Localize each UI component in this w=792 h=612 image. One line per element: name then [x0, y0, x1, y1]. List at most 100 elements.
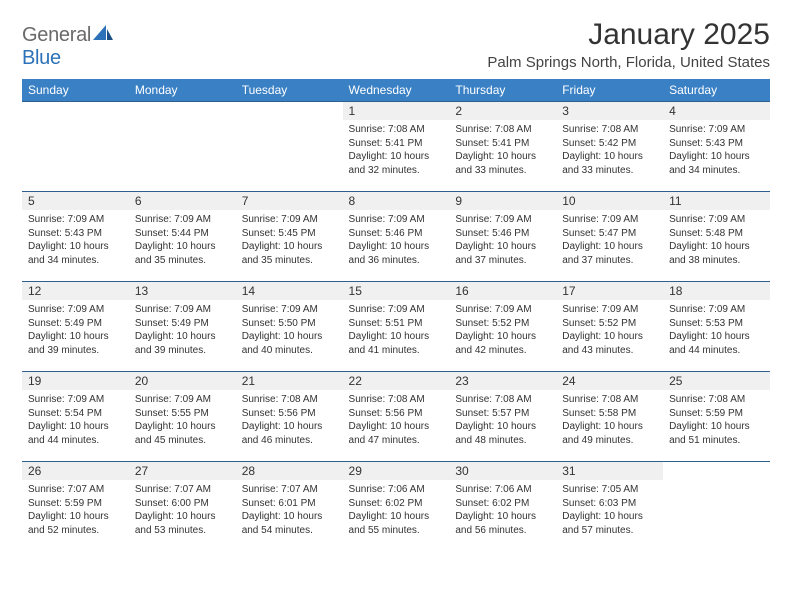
calendar-day-cell — [663, 462, 770, 552]
day-body: Sunrise: 7:09 AMSunset: 5:49 PMDaylight:… — [22, 300, 129, 360]
day-number: 19 — [22, 372, 129, 390]
dayname-cell: Friday — [556, 79, 663, 102]
day-number: 17 — [556, 282, 663, 300]
page-title: January 2025 — [487, 18, 770, 52]
calendar-day-cell: 26Sunrise: 7:07 AMSunset: 5:59 PMDayligh… — [22, 462, 129, 552]
calendar-day-cell: 13Sunrise: 7:09 AMSunset: 5:49 PMDayligh… — [129, 282, 236, 372]
calendar-day-cell: 4Sunrise: 7:09 AMSunset: 5:43 PMDaylight… — [663, 102, 770, 192]
calendar-day-cell: 25Sunrise: 7:08 AMSunset: 5:59 PMDayligh… — [663, 372, 770, 462]
day-number: 12 — [22, 282, 129, 300]
day-body: Sunrise: 7:09 AMSunset: 5:55 PMDaylight:… — [129, 390, 236, 450]
calendar-table: SundayMondayTuesdayWednesdayThursdayFrid… — [22, 79, 770, 552]
day-number: 15 — [343, 282, 450, 300]
calendar-day-cell: 2Sunrise: 7:08 AMSunset: 5:41 PMDaylight… — [449, 102, 556, 192]
dayname-cell: Thursday — [449, 79, 556, 102]
calendar-day-cell: 8Sunrise: 7:09 AMSunset: 5:46 PMDaylight… — [343, 192, 450, 282]
day-number: 2 — [449, 102, 556, 120]
calendar-week-row: 26Sunrise: 7:07 AMSunset: 5:59 PMDayligh… — [22, 462, 770, 552]
calendar-week-row: 5Sunrise: 7:09 AMSunset: 5:43 PMDaylight… — [22, 192, 770, 282]
logo: General Blue — [22, 24, 113, 70]
day-body: Sunrise: 7:07 AMSunset: 5:59 PMDaylight:… — [22, 480, 129, 540]
calendar-day-cell: 31Sunrise: 7:05 AMSunset: 6:03 PMDayligh… — [556, 462, 663, 552]
logo-text-general: General — [22, 24, 91, 46]
day-number: 1 — [343, 102, 450, 120]
calendar-day-cell: 11Sunrise: 7:09 AMSunset: 5:48 PMDayligh… — [663, 192, 770, 282]
day-number: 3 — [556, 102, 663, 120]
day-number: 4 — [663, 102, 770, 120]
calendar-day-cell: 5Sunrise: 7:09 AMSunset: 5:43 PMDaylight… — [22, 192, 129, 282]
day-number: 23 — [449, 372, 556, 390]
calendar-day-cell: 3Sunrise: 7:08 AMSunset: 5:42 PMDaylight… — [556, 102, 663, 192]
day-body: Sunrise: 7:09 AMSunset: 5:45 PMDaylight:… — [236, 210, 343, 270]
day-body: Sunrise: 7:08 AMSunset: 5:41 PMDaylight:… — [343, 120, 450, 180]
day-body: Sunrise: 7:08 AMSunset: 5:58 PMDaylight:… — [556, 390, 663, 450]
day-body: Sunrise: 7:05 AMSunset: 6:03 PMDaylight:… — [556, 480, 663, 540]
day-body: Sunrise: 7:09 AMSunset: 5:47 PMDaylight:… — [556, 210, 663, 270]
day-number: 28 — [236, 462, 343, 480]
day-number: 20 — [129, 372, 236, 390]
calendar-day-cell: 24Sunrise: 7:08 AMSunset: 5:58 PMDayligh… — [556, 372, 663, 462]
day-body: Sunrise: 7:09 AMSunset: 5:43 PMDaylight:… — [663, 120, 770, 180]
day-number: 5 — [22, 192, 129, 210]
day-body: Sunrise: 7:06 AMSunset: 6:02 PMDaylight:… — [343, 480, 450, 540]
day-body: Sunrise: 7:08 AMSunset: 5:42 PMDaylight:… — [556, 120, 663, 180]
day-body: Sunrise: 7:09 AMSunset: 5:49 PMDaylight:… — [129, 300, 236, 360]
calendar-day-cell: 6Sunrise: 7:09 AMSunset: 5:44 PMDaylight… — [129, 192, 236, 282]
day-number: 14 — [236, 282, 343, 300]
day-number: 25 — [663, 372, 770, 390]
day-number: 31 — [556, 462, 663, 480]
day-number: 16 — [449, 282, 556, 300]
calendar-day-cell — [236, 102, 343, 192]
day-body: Sunrise: 7:09 AMSunset: 5:44 PMDaylight:… — [129, 210, 236, 270]
day-body: Sunrise: 7:07 AMSunset: 6:01 PMDaylight:… — [236, 480, 343, 540]
day-body: Sunrise: 7:09 AMSunset: 5:48 PMDaylight:… — [663, 210, 770, 270]
dayname-cell: Sunday — [22, 79, 129, 102]
day-number: 26 — [22, 462, 129, 480]
calendar-day-cell: 18Sunrise: 7:09 AMSunset: 5:53 PMDayligh… — [663, 282, 770, 372]
day-body: Sunrise: 7:08 AMSunset: 5:59 PMDaylight:… — [663, 390, 770, 450]
calendar-day-cell: 23Sunrise: 7:08 AMSunset: 5:57 PMDayligh… — [449, 372, 556, 462]
dayname-cell: Monday — [129, 79, 236, 102]
page-subtitle: Palm Springs North, Florida, United Stat… — [487, 54, 770, 71]
day-number: 27 — [129, 462, 236, 480]
calendar-day-cell: 27Sunrise: 7:07 AMSunset: 6:00 PMDayligh… — [129, 462, 236, 552]
day-number: 9 — [449, 192, 556, 210]
calendar-day-cell — [22, 102, 129, 192]
day-body: Sunrise: 7:09 AMSunset: 5:50 PMDaylight:… — [236, 300, 343, 360]
day-number: 8 — [343, 192, 450, 210]
dayname-cell: Wednesday — [343, 79, 450, 102]
calendar-day-cell: 30Sunrise: 7:06 AMSunset: 6:02 PMDayligh… — [449, 462, 556, 552]
day-body: Sunrise: 7:08 AMSunset: 5:41 PMDaylight:… — [449, 120, 556, 180]
day-body: Sunrise: 7:09 AMSunset: 5:53 PMDaylight:… — [663, 300, 770, 360]
calendar-week-row: 1Sunrise: 7:08 AMSunset: 5:41 PMDaylight… — [22, 102, 770, 192]
day-body: Sunrise: 7:08 AMSunset: 5:57 PMDaylight:… — [449, 390, 556, 450]
calendar-day-cell: 15Sunrise: 7:09 AMSunset: 5:51 PMDayligh… — [343, 282, 450, 372]
calendar-day-cell — [129, 102, 236, 192]
calendar-day-cell: 10Sunrise: 7:09 AMSunset: 5:47 PMDayligh… — [556, 192, 663, 282]
calendar-week-row: 12Sunrise: 7:09 AMSunset: 5:49 PMDayligh… — [22, 282, 770, 372]
calendar-week-row: 19Sunrise: 7:09 AMSunset: 5:54 PMDayligh… — [22, 372, 770, 462]
calendar-day-cell: 19Sunrise: 7:09 AMSunset: 5:54 PMDayligh… — [22, 372, 129, 462]
day-number: 24 — [556, 372, 663, 390]
calendar-day-cell: 16Sunrise: 7:09 AMSunset: 5:52 PMDayligh… — [449, 282, 556, 372]
day-body: Sunrise: 7:06 AMSunset: 6:02 PMDaylight:… — [449, 480, 556, 540]
day-number: 6 — [129, 192, 236, 210]
header: General Blue January 2025 Palm Springs N… — [22, 18, 770, 71]
calendar-day-cell: 28Sunrise: 7:07 AMSunset: 6:01 PMDayligh… — [236, 462, 343, 552]
day-number: 10 — [556, 192, 663, 210]
calendar-day-cell: 9Sunrise: 7:09 AMSunset: 5:46 PMDaylight… — [449, 192, 556, 282]
calendar-day-cell: 22Sunrise: 7:08 AMSunset: 5:56 PMDayligh… — [343, 372, 450, 462]
day-number: 11 — [663, 192, 770, 210]
day-number: 18 — [663, 282, 770, 300]
logo-sail-icon — [93, 25, 113, 41]
dayname-cell: Saturday — [663, 79, 770, 102]
day-body: Sunrise: 7:09 AMSunset: 5:54 PMDaylight:… — [22, 390, 129, 450]
calendar-day-cell: 20Sunrise: 7:09 AMSunset: 5:55 PMDayligh… — [129, 372, 236, 462]
day-body: Sunrise: 7:09 AMSunset: 5:43 PMDaylight:… — [22, 210, 129, 270]
dayname-cell: Tuesday — [236, 79, 343, 102]
day-body: Sunrise: 7:09 AMSunset: 5:52 PMDaylight:… — [556, 300, 663, 360]
calendar-day-cell: 14Sunrise: 7:09 AMSunset: 5:50 PMDayligh… — [236, 282, 343, 372]
day-body: Sunrise: 7:08 AMSunset: 5:56 PMDaylight:… — [343, 390, 450, 450]
day-number: 29 — [343, 462, 450, 480]
day-body: Sunrise: 7:09 AMSunset: 5:51 PMDaylight:… — [343, 300, 450, 360]
